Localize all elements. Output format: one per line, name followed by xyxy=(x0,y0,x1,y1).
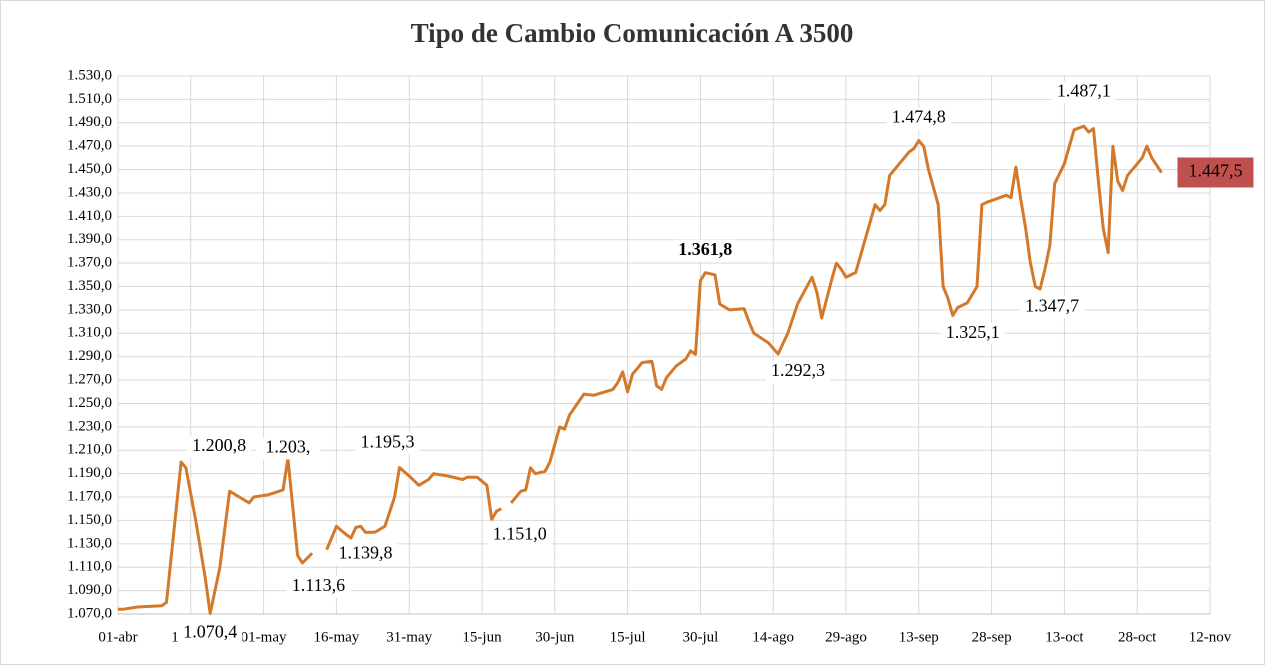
x-tick-label: 15-jul xyxy=(610,629,646,645)
y-tick-label: 1.130,0 xyxy=(67,535,112,551)
label-bg xyxy=(178,622,243,645)
x-tick-label: 13-oct xyxy=(1045,629,1084,645)
label-bg xyxy=(1020,296,1085,319)
y-tick-label: 1.450,0 xyxy=(67,161,112,177)
y-tick-label: 1.370,0 xyxy=(67,255,112,271)
label-bg xyxy=(255,437,320,460)
y-tick-label: 1.270,0 xyxy=(67,372,112,388)
x-tick-label: 01-abr xyxy=(98,629,137,645)
label-bg xyxy=(886,107,951,130)
x-tick-label: 12-nov xyxy=(1189,629,1232,645)
data-label: 1.203, xyxy=(265,437,310,457)
x-tick-label: 28-sep xyxy=(972,629,1012,645)
last-value-label: 1.447,5 xyxy=(1188,161,1242,181)
data-label: 1.151,0 xyxy=(493,523,547,543)
data-label: 1.325,1 xyxy=(946,322,1000,342)
data-label: 1.292,3 xyxy=(771,360,825,380)
label-bg xyxy=(940,322,1005,345)
label-bg xyxy=(487,524,552,547)
data-label: 1.347,7 xyxy=(1025,295,1079,315)
x-tick-label: 28-oct xyxy=(1118,629,1157,645)
y-tick-label: 1.490,0 xyxy=(67,114,112,130)
x-tick-label: 29-ago xyxy=(825,629,867,645)
x-tick-label: 31-may xyxy=(386,629,432,645)
x-tick-label: 14-ago xyxy=(752,629,794,645)
label-bg xyxy=(355,432,420,455)
label-bg xyxy=(286,576,351,599)
y-tick-label: 1.090,0 xyxy=(67,582,112,598)
y-tick-label: 1.150,0 xyxy=(67,512,112,528)
y-tick-label: 1.410,0 xyxy=(67,208,112,224)
x-tick-label: 30-jun xyxy=(535,629,575,645)
data-label: 1.487,1 xyxy=(1057,80,1111,100)
line xyxy=(118,124,1163,615)
label-bg xyxy=(1051,81,1116,104)
y-tick-label: 1.290,0 xyxy=(67,348,112,364)
label-bg xyxy=(673,239,738,262)
y-tick-label: 1.430,0 xyxy=(67,184,112,200)
y-tick-label: 1.530,0 xyxy=(67,67,112,83)
label-bg xyxy=(187,436,252,459)
data-label: 1.195,3 xyxy=(360,432,414,452)
x-tick-label: 16-may xyxy=(313,629,359,645)
y-tick-label: 1.250,0 xyxy=(67,395,112,411)
data-label: 1.113,6 xyxy=(292,575,345,595)
x-tick-label: 01-may xyxy=(241,629,287,645)
y-tick-label: 1.190,0 xyxy=(67,465,112,481)
x-tick-label: 13-sep xyxy=(899,629,939,645)
y-tick-label: 1.390,0 xyxy=(67,231,112,247)
y-tick-label: 1.470,0 xyxy=(67,138,112,154)
y-tick-label: 1.230,0 xyxy=(67,418,112,434)
y-tick-label: 1.350,0 xyxy=(67,278,112,294)
last-value-box xyxy=(1177,157,1254,188)
y-tick-label: 1.110,0 xyxy=(68,559,112,575)
chart-title: Tipo de Cambio Comunicación A 3500 xyxy=(411,18,854,48)
data-label: 1.474,8 xyxy=(892,107,946,127)
y-tick-label: 1.070,0 xyxy=(67,605,112,621)
y-tick-label: 1.510,0 xyxy=(67,91,112,107)
label-bg xyxy=(333,543,398,566)
data-label: 1.139,8 xyxy=(339,542,393,562)
data-label: 1.070,4 xyxy=(183,622,237,642)
x-tick-label: 15-jun xyxy=(462,629,502,645)
x-tick-label: 30-jul xyxy=(682,629,718,645)
y-tick-label: 1.310,0 xyxy=(67,325,112,341)
data-label: 1.200,8 xyxy=(192,435,246,455)
y-tick-label: 1.210,0 xyxy=(67,442,112,458)
y-tick-label: 1.170,0 xyxy=(67,488,112,504)
y-tick-label: 1.330,0 xyxy=(67,301,112,317)
data-label: 1.361,8 xyxy=(678,239,732,259)
label-bg xyxy=(766,361,831,384)
